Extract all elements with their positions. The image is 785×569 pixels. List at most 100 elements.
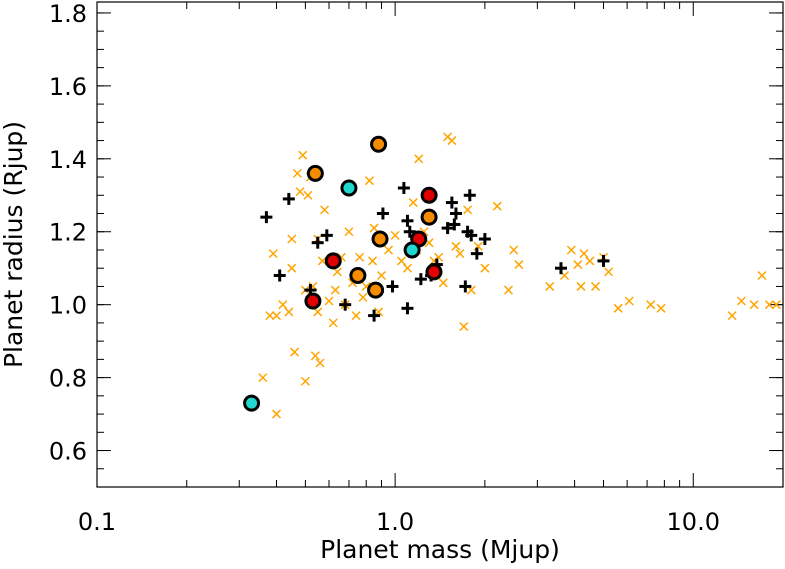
x-tick-label: 10.0 [667,508,720,536]
black-plus-point [311,236,324,249]
orange-cross-point [390,230,400,240]
black-plus-point [441,222,454,235]
orange-cross-point [324,296,334,306]
circle-point [324,252,342,270]
cross-stroke [438,278,448,288]
cross-stroke [369,223,379,233]
orange-cross-point [451,241,461,251]
orange-cross-point [328,318,338,328]
black-plus-point [320,229,333,242]
orange-cross-point [396,256,406,266]
orange-cross-point [764,300,774,310]
cross-stroke [376,270,387,281]
cross-stroke [303,190,313,200]
cross-stroke [344,227,354,237]
data-marks [243,132,781,419]
orange-cross-point [459,322,469,332]
orange-cross-point [727,311,737,321]
cross-stroke [364,176,374,186]
black-plus-point [386,280,399,293]
cross-stroke [466,285,476,295]
orange-cross-point [579,249,589,259]
y-tick-label: 0.8 [49,365,87,393]
cross-stroke [585,256,595,266]
orange-cross-point [330,285,340,295]
orange-cross-point [383,245,394,255]
orange-cross-point [292,168,302,178]
cross-stroke [292,168,302,178]
cross-stroke [320,205,330,215]
orange-cross-point [258,373,268,383]
cross-stroke [284,307,294,317]
orange-cross-point [509,245,519,255]
orange-cross-point [320,205,330,215]
cross-stroke [579,249,589,259]
orange-cross-point [313,307,323,317]
cross-stroke [424,238,434,248]
orange-cross-point [463,205,473,215]
cross-stroke [503,285,514,295]
orange-cross-point [749,300,759,310]
orange-cross-point [310,351,320,361]
orange-cross-point [408,198,418,208]
black-plus-point [339,298,352,311]
orange-cross-point [646,300,656,310]
black-plus-point [401,302,414,315]
black-plus-point [397,181,410,194]
cross-stroke [749,300,759,310]
cross-stroke [459,322,469,332]
cross-stroke [576,281,586,291]
cross-stroke [258,373,268,383]
cross-stroke [361,281,371,291]
black-plus-point [463,189,476,202]
black-plus-point [401,214,414,227]
orange-cross-point [590,281,601,291]
orange-cross-point [771,300,781,310]
orange-cross-point [287,263,297,273]
orange-cross-point [271,409,282,419]
cross-stroke [265,311,275,321]
black-plus-point [478,233,491,246]
orange-cross-point [455,249,465,259]
cross-stroke [271,311,282,321]
orange-cross-point [447,136,457,146]
y-tick-label: 1.2 [49,219,87,247]
cross-stroke [463,205,473,215]
circle-point [243,394,261,412]
cross-stroke [545,281,555,291]
x-axis-title: Planet mass (Mjup) [320,535,560,564]
orange-cross-point [656,303,666,313]
cross-stroke [271,409,282,419]
orange-cross-point [358,292,368,302]
black-plus-point [597,254,610,267]
orange-cross-point [271,311,282,321]
cross-stroke [358,292,368,302]
cross-stroke [590,281,601,291]
cross-stroke [624,296,634,306]
orange-cross-point [369,223,379,233]
cross-stroke [492,201,502,211]
orange-cross-point [351,311,361,321]
orange-cross-point [265,311,275,321]
orange-cross-point [368,256,378,266]
black-plus-point [448,218,461,231]
y-tick-label: 0.6 [49,438,87,466]
black-plus-point [282,192,295,205]
cross-stroke [455,249,465,259]
y-tick-label: 1.6 [49,73,87,101]
orange-cross-point [278,300,288,310]
black-plus-point [368,309,381,322]
cross-stroke [390,230,400,240]
black-plus-point [376,207,389,220]
orange-cross-point [376,270,387,281]
cross-stroke [295,187,305,197]
cross-stroke [573,260,583,270]
orange-cross-point [284,307,294,317]
black-plus-point [260,211,273,224]
black-plus-point [273,269,286,282]
cross-stroke [757,270,767,281]
x-tick-label: 1.0 [376,508,414,536]
orange-cross-point [268,249,278,259]
cross-stroke [414,154,424,164]
